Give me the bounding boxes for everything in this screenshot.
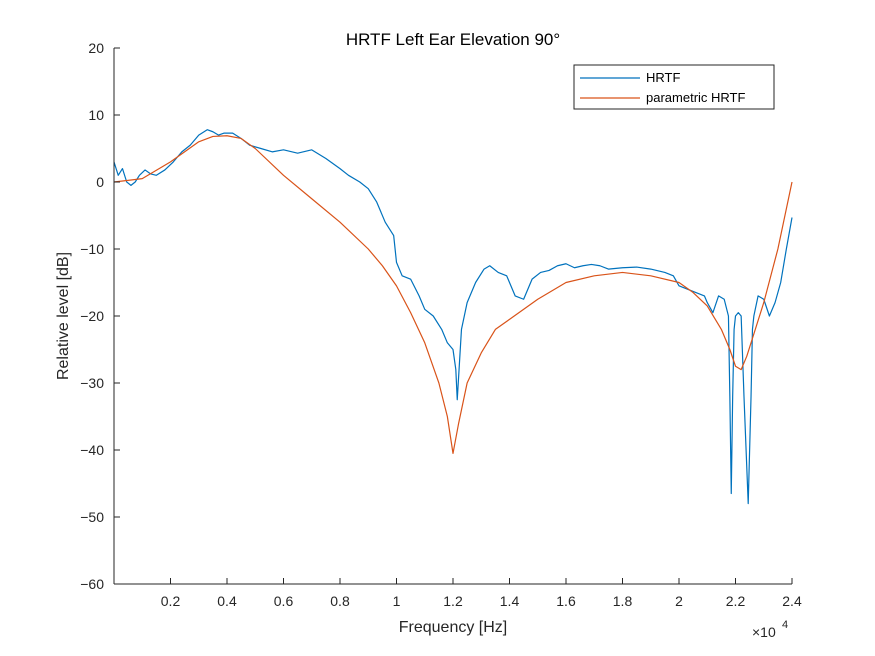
x-exponent-base: ×10 (752, 624, 776, 640)
x-tick-label: 2.4 (782, 593, 802, 609)
x-tick-label: 2.2 (726, 593, 746, 609)
x-exponent-power: 4 (782, 619, 788, 631)
series-line-parametric-hrtf (113, 135, 793, 454)
y-tick-label: −50 (80, 509, 104, 525)
legend-label-parametric-hrtf: parametric HRTF (646, 90, 746, 105)
y-tick-label: −20 (80, 308, 104, 324)
x-exponent: ×10 4 (752, 619, 788, 640)
y-tick-label: −30 (80, 375, 104, 391)
y-tick-label: −10 (80, 241, 104, 257)
legend-label-hrtf: HRTF (646, 70, 680, 85)
y-tick-label: −40 (80, 442, 104, 458)
x-tick-label: 1.4 (500, 593, 520, 609)
y-tick-label: −60 (80, 576, 104, 592)
y-tick-label: 0 (96, 174, 104, 190)
series-layer (113, 129, 793, 505)
x-tick-label: 1.8 (613, 593, 633, 609)
x-ticks: 0.2 0.4 0.6 0.8 1 1.2 1.4 1.6 1.8 2 2.2 2.4 (161, 578, 802, 609)
x-tick-label: 0.4 (217, 593, 237, 609)
chart-title: HRTF Left Ear Elevation 90° (346, 30, 560, 49)
series-line-hrtf (113, 129, 793, 505)
y-tick-label: 10 (88, 107, 104, 123)
x-tick-label: 0.2 (161, 593, 181, 609)
x-tick-label: 1 (393, 593, 401, 609)
legend-box (573, 64, 775, 110)
y-ticks: 20 10 0 −10 −20 −30 −40 −50 −60 (80, 40, 120, 592)
y-axis-label: Relative level [dB] (55, 252, 72, 380)
x-tick-label: 0.8 (330, 593, 350, 609)
x-tick-label: 0.6 (274, 593, 294, 609)
y-tick-label: 20 (88, 40, 104, 56)
x-axis-label: Frequency [Hz] (399, 619, 507, 636)
x-tick-label: 1.6 (556, 593, 576, 609)
x-tick-label: 1.2 (443, 593, 463, 609)
x-tick-label: 2 (675, 593, 683, 609)
plot-area (114, 48, 792, 584)
legend: HRTF parametric HRTF (573, 64, 775, 110)
